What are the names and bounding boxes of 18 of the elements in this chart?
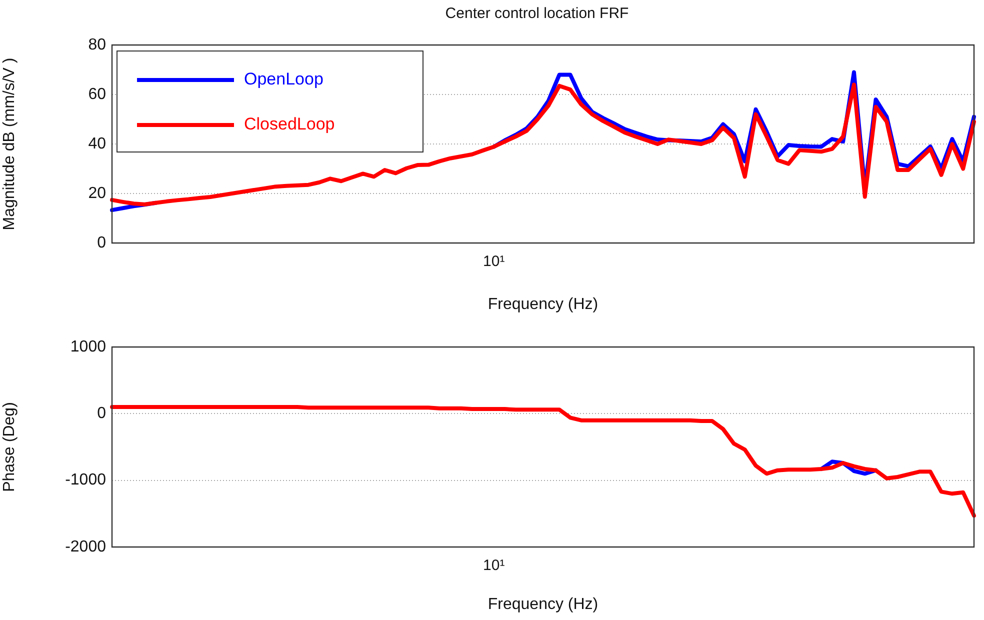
y-tick-label: 40 — [88, 135, 106, 152]
y-tick-label: 60 — [88, 86, 106, 103]
y-tick-label: 0 — [97, 234, 106, 252]
y-tick-label: 20 — [88, 184, 106, 202]
x-axis-title: Frequency (Hz) — [488, 296, 598, 313]
y-tick-label: -2000 — [65, 538, 106, 556]
x-axis-title: Frequency (Hz) — [488, 596, 598, 613]
y-tick-label: -1000 — [65, 472, 106, 489]
text: ClosedLoop — [244, 114, 335, 134]
y-axis-title: Magnitude dB (mm/s/V ) — [1, 58, 18, 230]
y-tick-label: 0 — [97, 405, 106, 422]
x-tick-label: 10¹ — [483, 557, 505, 574]
y-tick-label: 80 — [88, 36, 106, 54]
y-axis-title: Phase (Deg) — [1, 402, 18, 492]
x-tick-label: 10¹ — [483, 253, 505, 270]
text: OpenLoop — [244, 70, 324, 89]
y-tick-label: 1000 — [70, 338, 106, 356]
chart-title: Center control location FRF — [445, 5, 629, 22]
